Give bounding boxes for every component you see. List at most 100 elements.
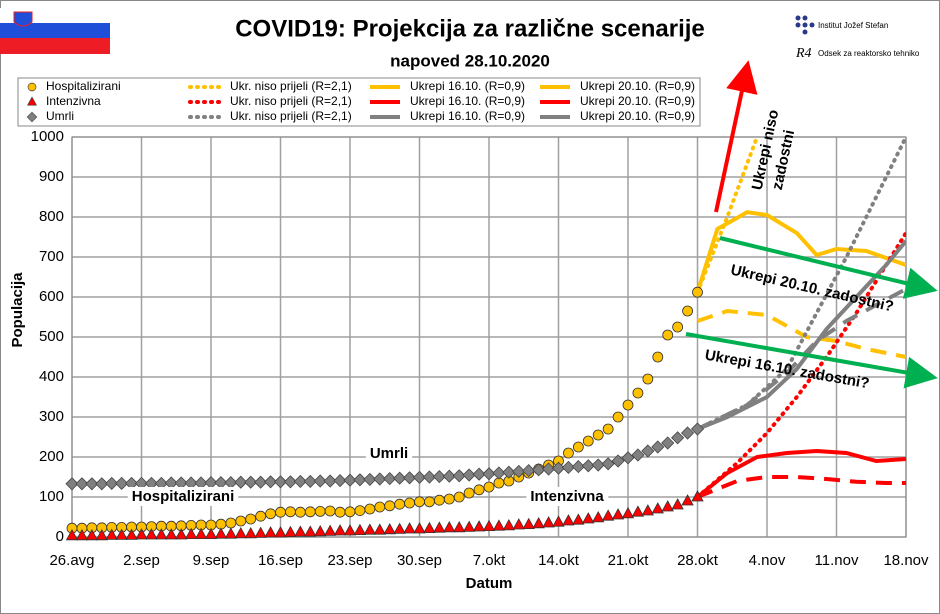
marker — [601, 457, 615, 471]
arrow — [714, 60, 758, 213]
marker — [562, 514, 575, 526]
marker — [283, 475, 297, 489]
marker — [611, 508, 625, 520]
marker — [612, 411, 624, 423]
marker — [383, 522, 396, 535]
annotation: Hospitalizirani — [132, 488, 235, 505]
marker — [482, 467, 496, 481]
marker — [393, 522, 406, 534]
marker — [323, 474, 337, 488]
x-tick-label: 2.sep — [123, 552, 160, 569]
legend-label: Intenzivna — [46, 94, 101, 108]
marker — [293, 474, 307, 488]
arrow — [719, 236, 938, 299]
marker — [472, 467, 486, 481]
marker — [333, 524, 347, 536]
marker — [632, 387, 644, 399]
marker — [75, 528, 89, 541]
marker — [145, 528, 158, 540]
marker — [453, 520, 466, 533]
marker — [344, 506, 356, 518]
marker — [105, 528, 118, 540]
institute-name: Institut Jožef Stefan — [818, 21, 888, 30]
marker — [443, 520, 456, 533]
marker — [681, 494, 694, 506]
legend-label: Umrli — [46, 109, 74, 123]
marker — [661, 500, 674, 512]
marker — [412, 470, 427, 484]
marker — [532, 516, 545, 529]
marker — [244, 526, 257, 539]
marker — [85, 528, 99, 541]
marker — [423, 521, 436, 533]
marker — [681, 426, 695, 440]
marker — [582, 435, 594, 447]
marker — [502, 465, 516, 479]
marker — [343, 473, 357, 487]
series-line — [695, 210, 906, 293]
marker — [353, 473, 367, 487]
marker — [274, 526, 287, 538]
marker — [404, 497, 415, 509]
marker — [611, 454, 625, 468]
marker — [175, 528, 188, 540]
marker — [285, 506, 296, 518]
x-tick-label: 21.okt — [608, 552, 650, 569]
annotation: Umrli — [370, 445, 408, 462]
marker — [333, 474, 347, 488]
marker — [165, 528, 178, 540]
marker — [492, 519, 506, 531]
marker — [413, 522, 426, 534]
marker — [264, 475, 278, 489]
marker — [662, 329, 674, 341]
y-tick-label: 800 — [39, 208, 64, 225]
marker — [592, 510, 605, 523]
legend-label: Ukrepi 20.10. (R=0,9) — [580, 94, 695, 108]
marker — [551, 461, 566, 475]
marker — [641, 444, 655, 458]
marker — [692, 286, 703, 298]
x-tick-label: 26.avg — [49, 552, 94, 569]
y-tick-label: 200 — [39, 448, 64, 465]
marker — [453, 491, 465, 503]
marker — [443, 493, 455, 505]
marker — [363, 472, 377, 486]
marker — [422, 470, 436, 484]
plot-lines — [695, 137, 906, 499]
marker — [135, 528, 148, 540]
marker — [303, 474, 317, 488]
marker — [304, 525, 317, 537]
y-tick-label: 1000 — [31, 128, 64, 145]
marker — [482, 519, 496, 531]
marker — [552, 515, 565, 527]
marker — [234, 475, 248, 489]
annotation-box — [526, 486, 609, 506]
y-tick-label: 700 — [39, 248, 64, 265]
legend-label: Ukrepi 20.10. (R=0,9) — [580, 79, 695, 93]
marker — [353, 523, 367, 535]
marker — [254, 526, 267, 538]
marker — [563, 447, 574, 459]
marker — [671, 431, 685, 445]
marker — [234, 526, 247, 539]
marker — [95, 477, 109, 491]
marker — [265, 508, 276, 520]
marker — [324, 505, 336, 517]
marker — [572, 513, 585, 525]
marker — [442, 469, 456, 483]
y-tick-label: 400 — [39, 368, 64, 385]
legend-label: Ukr. niso prijeli (R=2,1) — [230, 79, 352, 93]
marker — [462, 468, 476, 482]
marker — [294, 525, 307, 537]
series-line — [696, 239, 906, 431]
y-tick-label: 500 — [39, 328, 64, 345]
y-tick-label: 300 — [39, 408, 64, 425]
marker — [472, 520, 486, 532]
marker — [105, 476, 119, 490]
marker — [601, 509, 615, 521]
marker — [373, 472, 387, 486]
x-tick-label: 11.nov — [815, 552, 859, 569]
marker — [225, 517, 237, 529]
marker — [592, 429, 604, 441]
marker — [95, 528, 108, 541]
